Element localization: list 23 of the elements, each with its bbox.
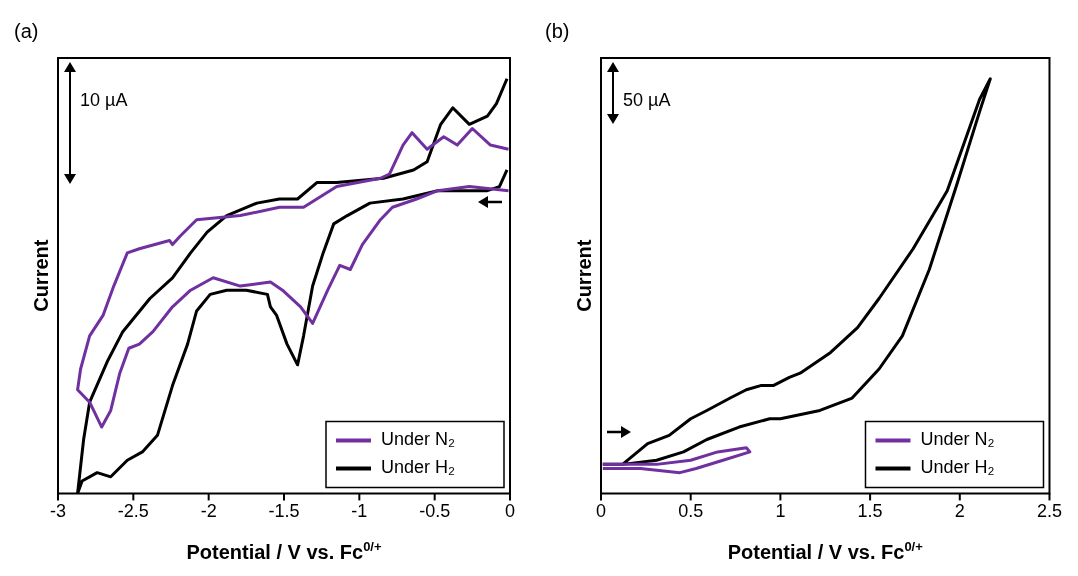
x-tick-label: -3 <box>49 501 67 522</box>
x-tick-label: 0 <box>595 501 607 522</box>
x-tick-label: -1.5 <box>268 501 300 522</box>
legend-label: Under N₂ <box>381 429 456 450</box>
chart-title: (a) <box>14 20 39 42</box>
x-tick-label: -0.5 <box>419 501 451 522</box>
legend-label: Under N₂ <box>920 429 995 450</box>
x-tick-label: -1 <box>351 501 368 522</box>
x-tick-label: 1.5 <box>857 501 883 522</box>
annotation: 50 µA <box>623 90 671 110</box>
legend-label: Under H₂ <box>920 457 995 478</box>
x-tick-label: 2.5 <box>1036 501 1062 522</box>
legend-label: Under H₂ <box>381 457 456 478</box>
x-tick-label: -2 <box>200 501 217 522</box>
x-tick-label: -2.5 <box>117 501 149 522</box>
chart-title: (b) <box>545 20 570 42</box>
y-axis-title: Current <box>572 239 595 312</box>
x-tick-label: 2 <box>954 501 965 522</box>
x-tick-label: 0 <box>504 501 516 522</box>
x-tick-label: 0.5 <box>678 501 704 522</box>
y-axis-title: Current <box>29 239 52 312</box>
x-tick-label: 1 <box>775 501 786 522</box>
annotation: 10 µA <box>80 90 128 110</box>
